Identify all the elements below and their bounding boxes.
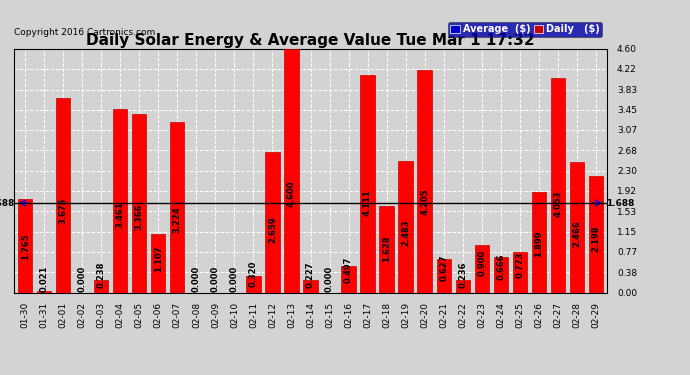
Bar	[360, 75, 375, 292]
Bar	[475, 245, 489, 292]
Bar	[246, 276, 261, 292]
Bar	[398, 161, 413, 292]
Text: 4.600: 4.600	[287, 181, 296, 207]
Text: 0.021: 0.021	[40, 266, 49, 292]
Bar	[437, 259, 451, 292]
Bar	[266, 152, 279, 292]
Bar	[342, 266, 355, 292]
Bar	[570, 162, 584, 292]
Text: 0.320: 0.320	[249, 260, 258, 286]
Text: 1.628: 1.628	[382, 236, 391, 262]
Bar	[18, 199, 32, 292]
Text: 3.461: 3.461	[116, 202, 125, 228]
Text: 0.000: 0.000	[192, 266, 201, 292]
Bar	[94, 280, 108, 292]
Bar	[170, 122, 184, 292]
Bar	[551, 78, 565, 292]
Text: 4.205: 4.205	[420, 188, 429, 214]
Text: 2.659: 2.659	[268, 216, 277, 243]
Text: 0.666: 0.666	[496, 254, 505, 280]
Bar	[132, 114, 146, 292]
Text: 4.053: 4.053	[553, 191, 562, 217]
Text: 1.899: 1.899	[534, 231, 543, 257]
Bar	[284, 49, 299, 292]
Text: 1.765: 1.765	[21, 233, 30, 260]
Bar	[531, 192, 546, 292]
Text: 2.198: 2.198	[591, 225, 600, 252]
Text: 3.366: 3.366	[135, 204, 144, 230]
Text: 0.900: 0.900	[477, 249, 486, 276]
Text: 0.000: 0.000	[230, 266, 239, 292]
Bar	[455, 280, 470, 292]
Text: 0.236: 0.236	[458, 262, 467, 288]
Bar	[56, 98, 70, 292]
Text: 3.224: 3.224	[173, 206, 182, 233]
Text: 0.238: 0.238	[97, 262, 106, 288]
Text: 1.688: 1.688	[0, 198, 14, 207]
Text: 0.773: 0.773	[515, 252, 524, 278]
Text: 0.627: 0.627	[439, 254, 448, 281]
Bar	[37, 291, 51, 292]
Text: Copyright 2016 Cartronics.com: Copyright 2016 Cartronics.com	[14, 28, 155, 37]
Bar	[493, 257, 508, 292]
Text: 1.107: 1.107	[154, 246, 163, 272]
Bar	[513, 252, 527, 292]
Text: 3.675: 3.675	[59, 198, 68, 224]
Text: 0.000: 0.000	[211, 266, 220, 292]
Legend: Average  ($), Daily   ($): Average ($), Daily ($)	[448, 22, 602, 37]
Text: 1.688: 1.688	[607, 198, 635, 207]
Title: Daily Solar Energy & Average Value Tue Mar 1 17:32: Daily Solar Energy & Average Value Tue M…	[86, 33, 535, 48]
Text: 4.111: 4.111	[363, 189, 372, 216]
Bar	[380, 206, 394, 292]
Bar	[151, 234, 166, 292]
Text: 0.000: 0.000	[325, 266, 334, 292]
Text: 0.227: 0.227	[306, 262, 315, 288]
Text: 0.000: 0.000	[78, 266, 87, 292]
Bar	[417, 70, 432, 292]
Bar	[113, 109, 128, 292]
Bar	[589, 176, 603, 292]
Bar	[304, 280, 317, 292]
Text: 0.497: 0.497	[344, 257, 353, 283]
Text: 2.466: 2.466	[572, 220, 581, 247]
Text: 2.483: 2.483	[401, 220, 410, 246]
